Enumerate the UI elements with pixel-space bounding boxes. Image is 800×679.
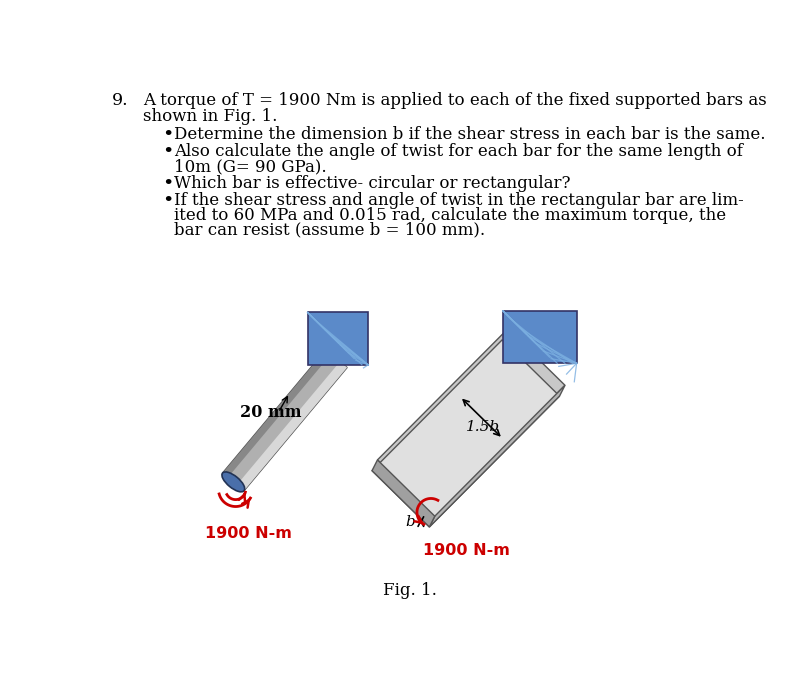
Text: 9.: 9. xyxy=(112,92,128,109)
Text: Determine the dimension b if the shear stress in each bar is the same.: Determine the dimension b if the shear s… xyxy=(174,126,765,143)
Polygon shape xyxy=(222,350,347,491)
Text: 10m (G= 90 GPa).: 10m (G= 90 GPa). xyxy=(174,158,326,175)
Ellipse shape xyxy=(222,472,245,492)
Text: 1900 N-m: 1900 N-m xyxy=(205,526,291,540)
Text: Which bar is effective- circular or rectangular?: Which bar is effective- circular or rect… xyxy=(174,175,570,192)
Bar xyxy=(308,312,368,365)
Polygon shape xyxy=(378,329,565,516)
Text: 1.5b: 1.5b xyxy=(466,420,500,434)
Text: •: • xyxy=(162,175,174,194)
Text: If the shear stress and angle of twist in the rectangular bar are lim-: If the shear stress and angle of twist i… xyxy=(174,192,743,209)
Text: shown in Fig. 1.: shown in Fig. 1. xyxy=(142,108,277,125)
Text: •: • xyxy=(162,143,174,161)
Text: A torque of T = 1900 Nm is applied to each of the fixed supported bars as: A torque of T = 1900 Nm is applied to ea… xyxy=(142,92,766,109)
Text: b: b xyxy=(405,515,414,528)
Text: ited to 60 MPa and 0.015 rad, calculate the maximum torque, the: ited to 60 MPa and 0.015 rad, calculate … xyxy=(174,207,726,224)
Text: •: • xyxy=(162,192,174,210)
Text: 1900 N-m: 1900 N-m xyxy=(423,543,510,558)
Bar xyxy=(503,311,577,363)
Polygon shape xyxy=(372,460,434,527)
Text: bar can resist (assume b = 100 mm).: bar can resist (assume b = 100 mm). xyxy=(174,221,485,238)
Polygon shape xyxy=(372,340,559,527)
Text: 20 mm: 20 mm xyxy=(239,404,301,421)
Polygon shape xyxy=(222,350,331,477)
Text: Fig. 1.: Fig. 1. xyxy=(383,582,437,599)
Text: •: • xyxy=(162,126,174,144)
Polygon shape xyxy=(237,362,347,491)
Text: Also calculate the angle of twist for each bar for the same length of: Also calculate the angle of twist for ea… xyxy=(174,143,742,160)
Polygon shape xyxy=(430,385,565,527)
